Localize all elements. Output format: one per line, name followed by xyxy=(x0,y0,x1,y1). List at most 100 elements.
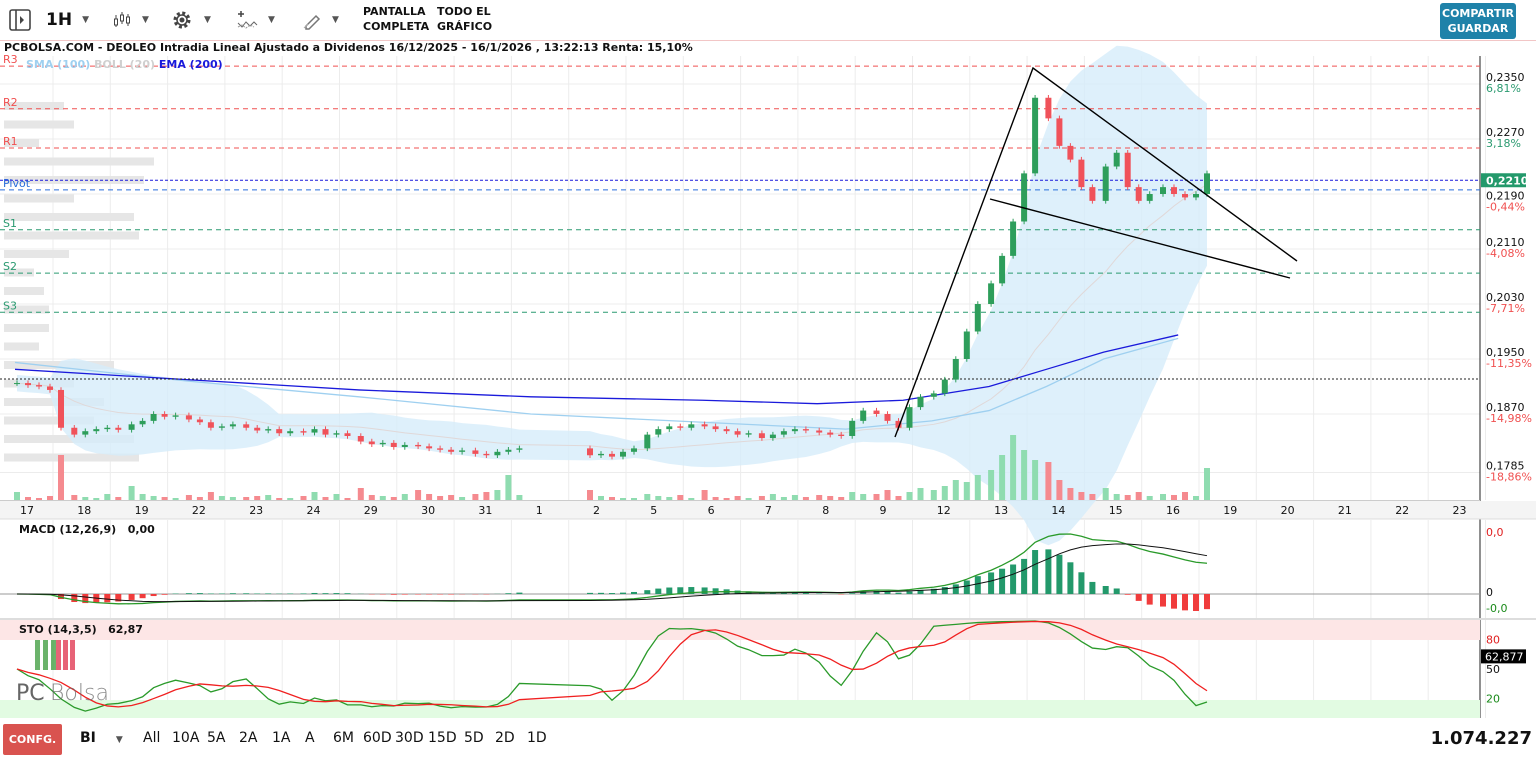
candle-body xyxy=(390,442,397,447)
sidebar-toggle-icon xyxy=(9,9,31,31)
sto-label: STO (14,3,5) 62,87 xyxy=(19,623,143,636)
candle-body xyxy=(322,429,329,435)
volume-bar xyxy=(161,497,168,500)
sto-value: 62,87 xyxy=(108,623,143,636)
volume-bar xyxy=(1146,496,1153,500)
candle-body xyxy=(58,389,64,428)
candle-body xyxy=(712,426,719,430)
volume-bar xyxy=(344,498,351,500)
candle-body xyxy=(677,426,684,428)
pivot-label-r2: R2 xyxy=(3,96,18,109)
macd-histogram-bar xyxy=(644,590,651,594)
timeframe-2d[interactable]: 2D xyxy=(495,730,515,746)
timeframe-6m[interactable]: 6M xyxy=(333,730,354,746)
chart-type-dropdown[interactable]: ▼ xyxy=(112,6,149,34)
trendline-drawing xyxy=(894,66,1298,438)
drawing-tools-dropdown[interactable]: ▼ xyxy=(302,6,339,34)
macd-name: MACD (12,26,9) xyxy=(19,523,117,536)
sidebar-toggle-button[interactable] xyxy=(8,6,32,34)
chevron-down-icon: ▼ xyxy=(268,15,275,25)
sto-d-line xyxy=(16,620,1208,708)
candle-body xyxy=(974,304,981,332)
timeframe-5a[interactable]: 5A xyxy=(207,730,226,746)
candle-body xyxy=(816,430,823,433)
legend-sma[interactable]: SMA (100) xyxy=(26,58,91,71)
timeframe-a[interactable]: A xyxy=(305,730,315,746)
volume-bar xyxy=(139,494,146,500)
config-button[interactable]: CONFG. xyxy=(3,724,62,755)
legend-boll[interactable]: BOLL (20) xyxy=(94,58,156,71)
fullscreen-label-1: PANTALLA xyxy=(363,5,426,18)
candle-body xyxy=(505,449,512,452)
candle-body xyxy=(791,429,798,432)
volume-profile-bar xyxy=(4,194,74,203)
timeframe-10a[interactable]: 10A xyxy=(172,730,200,746)
x-tick-label: 7 xyxy=(765,504,772,517)
candle-body xyxy=(723,429,730,432)
timeframe-1a[interactable]: 1A xyxy=(272,730,291,746)
y-tick-pct: -14,98% xyxy=(1486,412,1532,425)
macd-histogram-bar xyxy=(952,584,959,594)
interval-label: 1H xyxy=(46,10,73,30)
macd-histogram-bar xyxy=(1078,572,1085,594)
candle-body xyxy=(207,422,214,428)
volume-profile-bar xyxy=(4,250,69,258)
volume-bar xyxy=(620,498,626,500)
macd-histogram-bar xyxy=(620,592,626,594)
volume-bar xyxy=(47,496,53,500)
volume-profile-bar xyxy=(4,157,154,166)
candle-body xyxy=(379,442,386,445)
volume-bar xyxy=(906,492,913,500)
full-chart-button[interactable]: TODO EL GRÁFICO xyxy=(437,4,492,33)
candle-body xyxy=(873,410,880,414)
sto-level-label: 80 xyxy=(1486,634,1500,647)
interval-dropdown[interactable]: 1H ▼ xyxy=(46,6,89,34)
timeframe-30d[interactable]: 30D xyxy=(395,730,424,746)
share-save-button[interactable]: COMPARTIR GUARDAR xyxy=(1440,3,1516,39)
macd-histogram-bar xyxy=(311,592,318,594)
bollinger-mid-line xyxy=(16,184,1208,451)
timeframe-15d[interactable]: 15D xyxy=(428,730,457,746)
y-tick-label: 0,2190 xyxy=(1486,189,1525,202)
timeframe-1d[interactable]: 1D xyxy=(527,730,547,746)
candle-body xyxy=(734,431,741,435)
x-tick-label: 1 xyxy=(536,504,543,517)
candle-body xyxy=(333,433,340,435)
volume-bar xyxy=(265,495,272,500)
volume-bar xyxy=(1113,494,1120,500)
macd-histogram-bar xyxy=(58,594,64,600)
timeframe-2a[interactable]: 2A xyxy=(239,730,258,746)
indicators-icon xyxy=(237,11,258,29)
candle-body xyxy=(1124,152,1131,188)
candle-body xyxy=(287,431,294,434)
candle-body xyxy=(1204,173,1210,194)
x-axis-band xyxy=(0,501,1536,519)
candle-body xyxy=(1113,152,1120,167)
macd-histogram-bar xyxy=(1124,594,1131,595)
candle-body xyxy=(483,453,490,456)
macd-value: 0,00 xyxy=(127,523,155,536)
indicator-legend: SMA (100) BOLL (20) EMA (200) xyxy=(26,58,223,71)
volume-bar xyxy=(472,494,479,500)
volume-bar xyxy=(1204,468,1210,500)
settings-dropdown[interactable]: ▼ xyxy=(170,6,211,34)
candle-body xyxy=(25,383,31,386)
macd-axis-bottom: -0,0 xyxy=(1486,602,1507,615)
mode-dropdown[interactable]: BI ▼ xyxy=(80,730,123,746)
candle-body xyxy=(620,451,626,457)
macd-histogram-bar xyxy=(390,594,397,595)
logo-candle xyxy=(35,640,40,670)
timeframe-60d[interactable]: 60D xyxy=(363,730,392,746)
macd-histogram-bar xyxy=(816,593,823,594)
macd-axis-top: 0,0 xyxy=(1486,526,1504,539)
macd-histogram-bar xyxy=(655,588,662,594)
legend-ema[interactable]: EMA (200) xyxy=(158,58,223,71)
timeframe-5d[interactable]: 5D xyxy=(464,730,484,746)
timeframe-all[interactable]: All xyxy=(143,730,161,746)
indicators-dropdown[interactable]: ▼ xyxy=(236,6,275,34)
candle-body xyxy=(655,429,662,435)
candle-body xyxy=(701,424,708,427)
fullscreen-button[interactable]: PANTALLA COMPLETA xyxy=(363,4,429,33)
volume-bar xyxy=(1160,494,1166,500)
